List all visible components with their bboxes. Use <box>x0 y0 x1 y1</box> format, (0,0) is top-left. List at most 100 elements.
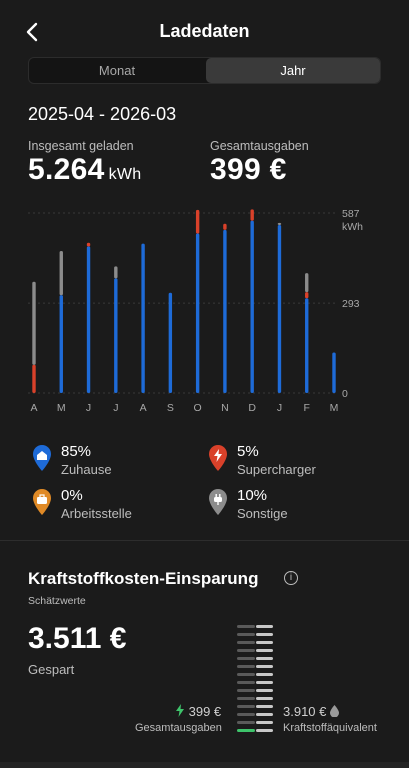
x-tick-label: M <box>330 402 339 414</box>
bar-segment-sonstige[interactable] <box>277 222 282 225</box>
x-tick-label: F <box>304 402 310 414</box>
gauge-left-tick <box>237 697 255 700</box>
x-tick-label: O <box>194 402 202 414</box>
bar-segment-zuhause[interactable] <box>332 352 336 393</box>
y-tick-label: 0 <box>342 388 348 400</box>
savings-title: Kraftstoffkosten-Einsparung <box>28 569 259 588</box>
fuel-drop-icon <box>330 705 339 718</box>
y-tick-label: 587 <box>342 208 360 220</box>
legend-name: Arbeitsstelle <box>61 506 132 521</box>
briefcase-pin-icon <box>33 489 51 515</box>
tab-year[interactable]: Jahr <box>206 58 380 83</box>
gauge-left-tick <box>237 721 255 724</box>
x-tick-label: S <box>167 402 174 414</box>
x-tick-label: A <box>140 402 147 414</box>
gauge-right-tick <box>256 657 273 660</box>
x-tick-label: J <box>86 402 91 414</box>
bar-segment-sonstige[interactable] <box>59 251 63 296</box>
x-tick-label: J <box>277 402 282 414</box>
y-unit-label: kWh <box>342 221 363 233</box>
bar-segment-zuhause[interactable] <box>114 278 118 393</box>
bar-segment-sonstige[interactable] <box>305 273 309 293</box>
bar-segment-zuhause[interactable] <box>277 224 282 393</box>
home-pin-icon <box>33 445 51 471</box>
gauge-left-tick <box>237 729 255 732</box>
gauge-left-tick <box>237 681 255 684</box>
legend-percent: 10% <box>237 487 268 504</box>
bolt-icon <box>176 704 184 717</box>
gauge-right-tick <box>256 697 273 700</box>
gauge-right-tick <box>256 705 273 708</box>
gauge-left-tick <box>237 713 255 716</box>
bar-segment-zuhause[interactable] <box>305 298 309 393</box>
charged-unit: kWh <box>108 166 142 183</box>
gauge-right-tick <box>256 729 273 732</box>
tab-month[interactable]: Monat <box>98 63 136 78</box>
savings-amount: 3.511 € <box>28 622 127 655</box>
page-title: Ladedaten <box>159 21 250 41</box>
savings-subtitle: Schätzwerte <box>28 595 86 607</box>
legend-name: Zuhause <box>61 462 112 477</box>
gauge-left-tick <box>237 689 255 692</box>
fuel-value-row: 3.910 € <box>283 704 339 719</box>
legend-name: Sonstige <box>237 506 288 521</box>
x-tick-label: A <box>30 402 37 414</box>
gauge-right-tick <box>256 689 273 692</box>
gauge-right-tick <box>256 641 273 644</box>
spent-value: 399 € <box>188 704 222 719</box>
gauge-right-tick <box>256 681 273 684</box>
bar-segment-zuhause[interactable] <box>141 243 145 393</box>
home-indicator-area <box>0 762 409 768</box>
gauge-left-tick <box>237 657 255 660</box>
charged-value: 5.264 kWh <box>28 153 141 187</box>
gauge-right-tick <box>256 633 273 636</box>
back-icon[interactable] <box>20 18 44 46</box>
period-range: 2025-04 - 2026-03 <box>28 104 177 124</box>
fuel-comparison-gauge <box>237 625 273 732</box>
x-tick-label: J <box>113 402 118 414</box>
gauge-left-tick <box>237 705 255 708</box>
gauge-left-tick <box>237 633 255 636</box>
bar-segment-sonstige[interactable] <box>32 281 36 365</box>
x-tick-label: N <box>221 402 229 414</box>
bar-segment-zuhause[interactable] <box>250 220 254 393</box>
bar-segment-sonstige[interactable] <box>114 266 118 279</box>
bar-segment-supercharger[interactable] <box>223 223 227 230</box>
gauge-right-tick <box>256 665 273 668</box>
spent-label: Gesamtausgaben <box>135 722 222 734</box>
gauge-left-tick <box>237 641 255 644</box>
legend-name: Supercharger <box>237 462 316 477</box>
bar-segment-supercharger[interactable] <box>32 364 36 393</box>
bar-segment-zuhause[interactable] <box>59 295 63 393</box>
header: Ladedaten <box>0 0 409 58</box>
bar-segment-supercharger[interactable] <box>86 242 91 247</box>
bar-segment-supercharger[interactable] <box>305 292 309 299</box>
gauge-left-tick <box>237 673 255 676</box>
gauge-right-tick <box>256 713 273 716</box>
bar-segment-zuhause[interactable] <box>86 246 91 393</box>
charged-number: 5.264 <box>28 153 105 186</box>
bar-segment-supercharger[interactable] <box>195 209 200 234</box>
gauge-right-tick <box>256 673 273 676</box>
period-segmented-control: Monat Jahr <box>28 57 381 84</box>
gauge-right-tick <box>256 721 273 724</box>
legend-percent: 85% <box>61 443 92 460</box>
legend-percent: 5% <box>237 443 259 460</box>
spent-value-row: 399 € <box>175 704 221 719</box>
bar-segment-zuhause[interactable] <box>223 229 227 393</box>
gauge-left-tick <box>237 625 255 628</box>
fuel-label: Kraftstoffäquivalent <box>283 722 377 734</box>
bar-segment-supercharger[interactable] <box>250 209 254 221</box>
y-tick-label: 293 <box>342 298 360 310</box>
x-tick-label: M <box>57 402 66 414</box>
x-tick-label: D <box>248 402 256 414</box>
savings-amount-label: Gespart <box>28 662 75 677</box>
gauge-left-tick <box>237 649 255 652</box>
bar-segment-zuhause[interactable] <box>195 233 200 393</box>
section-divider <box>0 540 409 541</box>
gauge-right-tick <box>256 625 273 628</box>
info-icon[interactable]: i <box>284 571 298 585</box>
cost-value: 399 € <box>210 153 287 186</box>
bar-segment-zuhause[interactable] <box>168 292 173 393</box>
